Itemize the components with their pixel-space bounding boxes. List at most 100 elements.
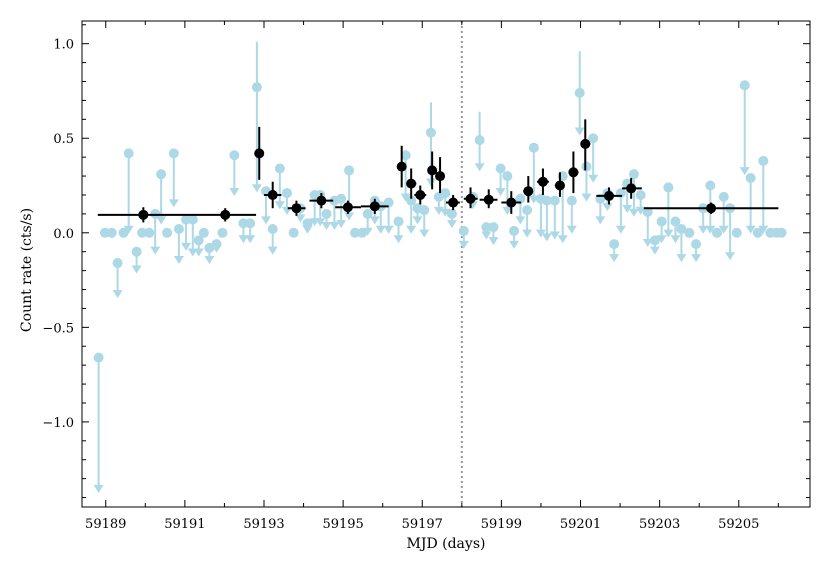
fine-upper-limit-arrow — [522, 229, 533, 238]
fine-data-point — [522, 205, 533, 216]
fine-upper-limit-arrow — [574, 127, 585, 136]
fine-upper-limit-arrow — [635, 206, 646, 215]
fine-upper-limit-arrow — [267, 246, 278, 255]
fine-data-point — [776, 227, 787, 238]
fine-upper-limit-arrow — [628, 208, 639, 217]
fine-data-point — [267, 224, 278, 235]
fine-data-point — [211, 239, 222, 250]
fine-data-point — [731, 227, 742, 238]
fine-data-point — [383, 197, 394, 208]
binned-data-point — [316, 195, 327, 206]
plot-frame — [81, 20, 811, 508]
fine-data-point — [350, 227, 360, 238]
fine-data-point — [684, 227, 695, 238]
fine-data-point — [758, 155, 769, 166]
axes: 59189 59191 59193 59195 59197 59199 59201 59203… — [42, 20, 811, 532]
fine-data-point — [168, 148, 179, 159]
fine-data-point — [131, 246, 142, 257]
fine-data-point — [495, 163, 506, 174]
fine-data-point — [425, 127, 436, 138]
binned-data-point — [483, 194, 494, 205]
fine-upper-limit-arrow — [535, 229, 546, 238]
fine-upper-limit-arrow — [541, 233, 552, 242]
fine-upper-limit-arrow — [193, 248, 204, 257]
fine-data-point — [541, 195, 552, 206]
fine-upper-limit-arrow — [656, 235, 667, 244]
data-marks — [93, 41, 787, 493]
fine-data-point — [712, 227, 723, 238]
binned-data-point — [465, 193, 476, 204]
fine-upper-limit-arrow — [481, 231, 492, 240]
x-tick-label: 59193 — [243, 517, 284, 532]
fine-data-point — [321, 208, 332, 219]
binned-data-point — [580, 138, 591, 149]
fine-upper-limit-arrow — [705, 225, 716, 234]
fine-upper-limit-arrow — [676, 254, 687, 263]
fine-upper-limit-arrow — [315, 218, 326, 227]
fine-upper-limit-arrow — [383, 225, 394, 234]
fine-upper-limit-arrow — [557, 235, 568, 244]
fine-data-point — [156, 169, 167, 180]
binned-data-point — [406, 178, 417, 189]
fine-upper-limit-arrow — [488, 237, 499, 246]
fine-upper-limit-arrow — [412, 216, 423, 225]
fine-upper-limit-arrow — [251, 184, 262, 193]
fine-upper-limit-arrow — [691, 254, 702, 263]
fine-upper-limit-arrow — [446, 220, 457, 229]
fine-upper-limit-arrow — [369, 216, 380, 225]
fine-data-point — [574, 87, 585, 98]
fine-data-point — [106, 227, 117, 238]
fine-data-point — [406, 195, 417, 206]
fine-upper-limit-arrow — [168, 199, 179, 208]
x-tick-label: 59197 — [402, 517, 443, 532]
fine-upper-limit-arrow — [474, 163, 485, 172]
fine-data-point — [288, 227, 299, 238]
fine-upper-limit-arrow — [725, 252, 736, 261]
fine-data-point — [217, 227, 228, 238]
binned-data-point — [435, 171, 446, 182]
y-tick-label: −1.0 — [42, 416, 74, 431]
fine-data-point — [718, 191, 729, 202]
fine-upper-limit-arrow — [419, 229, 430, 238]
fine-upper-limit-arrow — [745, 225, 756, 234]
fine-data-point — [628, 169, 639, 180]
fine-upper-limit-arrow — [245, 235, 256, 244]
fine-upper-limit-arrow — [295, 214, 306, 223]
fine-data-point — [446, 208, 457, 219]
fine-data-point — [635, 189, 646, 200]
fine-data-point — [198, 227, 209, 238]
fine-upper-limit-arrow — [274, 201, 285, 210]
fine-data-point — [245, 218, 256, 229]
fine-data-point — [344, 165, 355, 176]
fine-upper-limit-arrow — [204, 256, 215, 265]
fine-data-point — [502, 171, 513, 182]
fine-upper-limit-arrow — [336, 220, 347, 229]
fine-data-point — [440, 188, 451, 199]
fine-upper-limit-arrow — [622, 204, 633, 213]
fine-upper-limit-arrow — [260, 216, 271, 225]
fine-data-point — [229, 150, 240, 161]
fine-data-point — [193, 235, 204, 246]
fine-data-point — [137, 227, 148, 238]
fine-upper-limit-arrow — [375, 225, 386, 234]
x-tick-label: 59203 — [639, 517, 680, 532]
fine-data-point — [336, 193, 347, 204]
fine-data-point — [656, 216, 667, 227]
fine-upper-limit-arrow — [649, 246, 660, 255]
fine-upper-limit-arrow — [698, 225, 709, 234]
fine-upper-limit-arrow — [609, 254, 620, 263]
fine-data-point — [302, 218, 313, 229]
binned-data-point — [415, 189, 426, 200]
fine-data-point — [549, 195, 560, 206]
fine-data-point — [274, 163, 285, 174]
fine-data-point — [691, 239, 702, 250]
binned-data-point — [568, 167, 579, 178]
fine-data-point — [752, 227, 763, 238]
x-axis-label: MJD (days) — [407, 536, 486, 552]
fine-data-point — [670, 216, 681, 227]
fine-upper-limit-arrow — [362, 227, 373, 236]
fine-data-point — [474, 135, 485, 146]
y-tick-label: 0.0 — [53, 227, 74, 242]
fine-data-point — [281, 188, 292, 199]
